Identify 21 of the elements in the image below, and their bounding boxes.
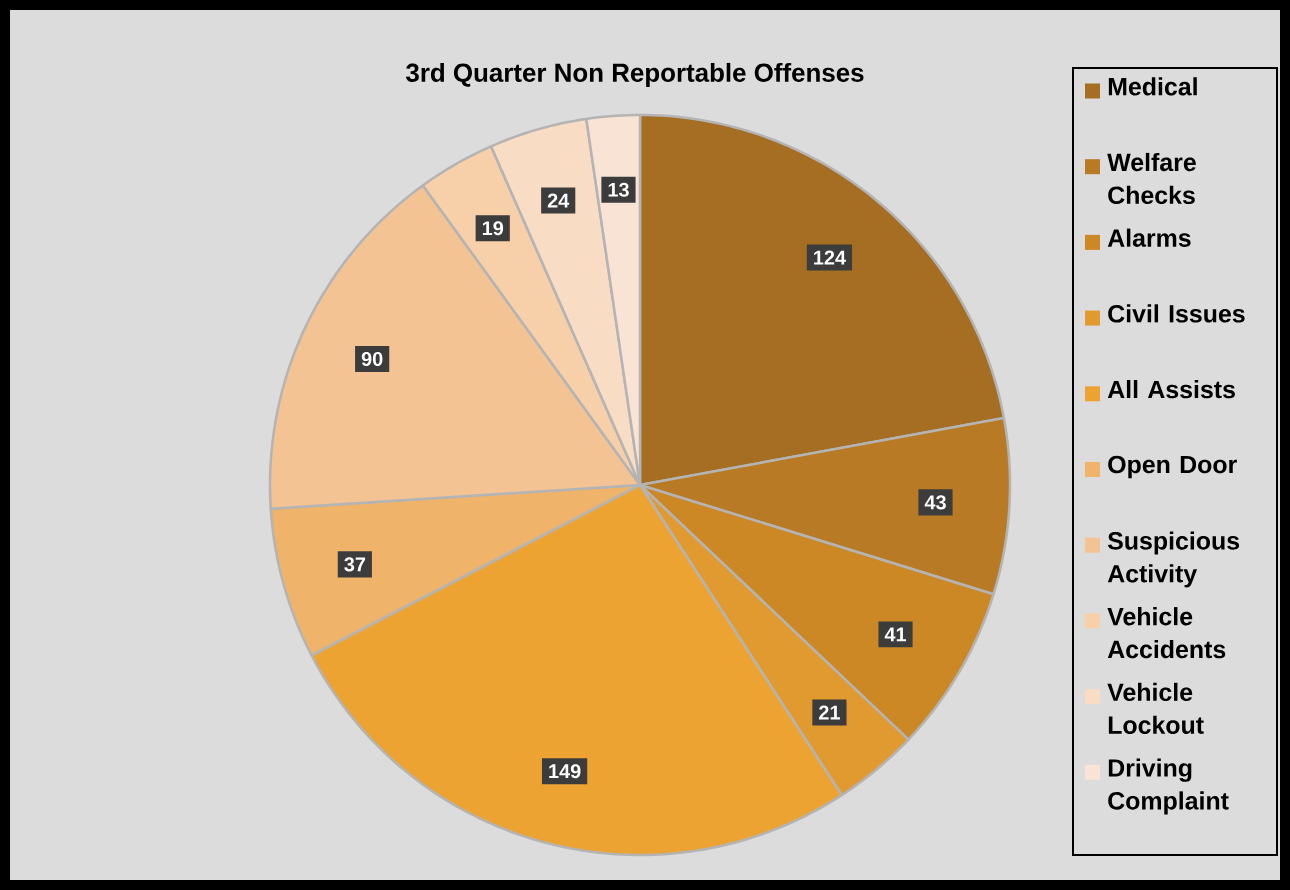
data-label: 43 xyxy=(924,495,946,510)
chart-title: 3rd Quarter Non Reportable Offenses xyxy=(406,62,864,88)
data-label: 90 xyxy=(361,351,383,367)
legend-label: Driving Complaint xyxy=(1108,758,1229,815)
data-label: 21 xyxy=(819,705,840,720)
data-label: 24 xyxy=(547,193,570,208)
legend-label: Suspicious Activity xyxy=(1107,531,1240,588)
legend-label: Medical xyxy=(1108,77,1197,96)
legend-label: Welfare Checks xyxy=(1107,152,1196,205)
data-label: 37 xyxy=(344,557,366,572)
legend-label: Civil Issues xyxy=(1108,304,1245,323)
legend-label: Vehicle Accidents xyxy=(1107,607,1226,659)
data-label: 41 xyxy=(884,627,907,642)
legend-label: All Assists xyxy=(1107,379,1235,399)
data-label: 149 xyxy=(549,764,581,779)
data-label: 19 xyxy=(482,221,504,236)
legend-label: Vehicle Lockout xyxy=(1107,682,1204,734)
legend-label: Alarms xyxy=(1107,228,1191,247)
legend-label: Open Door xyxy=(1108,455,1237,479)
data-label: 13 xyxy=(608,182,629,197)
data-label: 124 xyxy=(814,250,846,265)
